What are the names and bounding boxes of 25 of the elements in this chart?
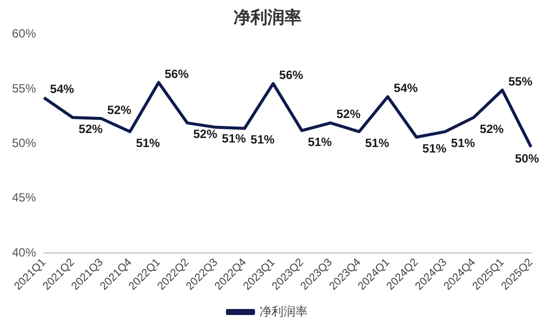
- data-label: 51%: [222, 132, 246, 146]
- data-label: 52%: [193, 127, 218, 142]
- legend-label: 净利润率: [260, 304, 308, 318]
- y-tick-label: 55%: [12, 81, 36, 96]
- data-label: 52%: [78, 122, 104, 136]
- y-tick-label: 40%: [12, 245, 36, 260]
- data-label: 52%: [107, 102, 132, 117]
- chart-title: 净利润率: [234, 8, 302, 27]
- data-label: 52%: [480, 122, 504, 136]
- data-label: 55%: [508, 74, 533, 88]
- y-tick-label: 45%: [12, 190, 36, 205]
- data-label: 56%: [164, 66, 189, 81]
- data-label: 51%: [451, 136, 476, 150]
- data-label: 50%: [514, 151, 540, 166]
- data-label: 51%: [250, 132, 275, 147]
- data-label: 56%: [279, 68, 304, 82]
- data-label: 51%: [136, 136, 160, 150]
- data-label: 51%: [308, 134, 332, 149]
- y-tick-label: 60%: [12, 26, 36, 41]
- data-label: 54%: [394, 81, 418, 96]
- data-label: 51%: [365, 136, 390, 150]
- data-label: 52%: [336, 107, 361, 122]
- data-label: 51%: [422, 141, 447, 156]
- y-tick-label: 50%: [12, 136, 36, 150]
- data-label: 54%: [50, 82, 74, 96]
